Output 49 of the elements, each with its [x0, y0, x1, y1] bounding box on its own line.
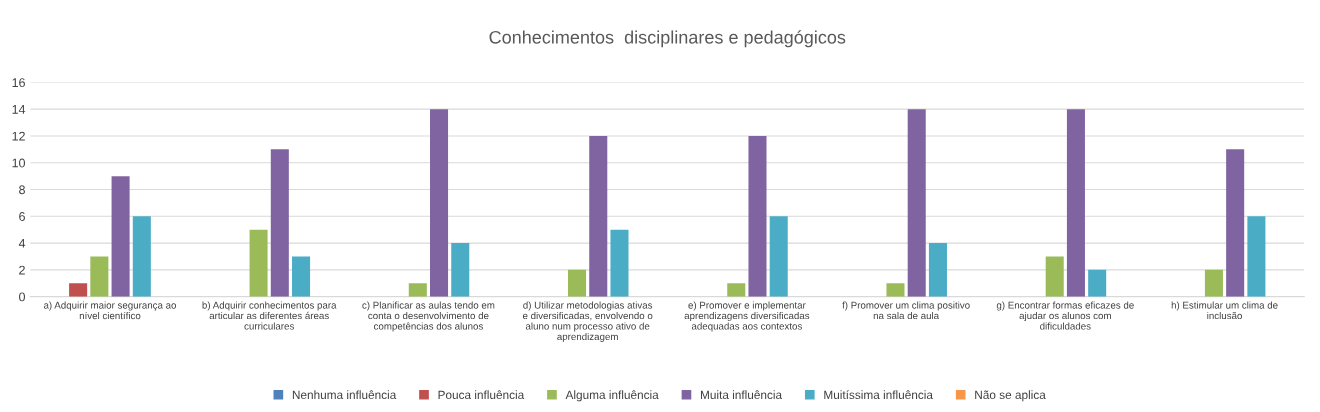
- bar: [69, 283, 88, 297]
- x-tick-label: e) Promover e implementar aprendizagens diversificadas adequadas aos contextos: [684, 301, 810, 332]
- y-tick-label: 16: [12, 78, 25, 88]
- y-tick-label: 8: [19, 185, 25, 195]
- bar: [111, 176, 130, 297]
- legend-label: Pouca influência: [438, 390, 525, 400]
- bar: [610, 229, 629, 297]
- bar: [430, 109, 449, 297]
- bar: [748, 135, 767, 297]
- x-tick-label: f) Promover um clima positivo na sala de aula: [842, 301, 970, 320]
- legend-label: Não se aplica: [975, 390, 1046, 402]
- x-tick-label: c) Planificar as aulas tendo em conta o desenvolvimento de competências dos alunos: [362, 301, 495, 332]
- bar: [270, 149, 289, 297]
- bar: [451, 243, 470, 297]
- bar: [769, 216, 788, 297]
- legend-label: Nenhuma influência: [292, 390, 397, 400]
- x-tick-label: g) Encontrar formas eficazes de ajudar os alunos com dificuldades: [996, 301, 1134, 330]
- y-tick-label: 6: [19, 212, 25, 221]
- bar: [727, 283, 746, 297]
- bar: [1204, 269, 1223, 297]
- bar: [1247, 216, 1266, 297]
- bar: [886, 283, 905, 297]
- y-tick-label: 10: [12, 158, 26, 168]
- bar: [568, 269, 587, 297]
- chart-title: Conhecimentos disciplinares e pedagógicos: [489, 30, 846, 48]
- x-tick-label: b) Adquirir conhecimentos para articular as diferentes áreas curriculares: [202, 301, 337, 330]
- y-tick-label: 4: [18, 239, 26, 248]
- x-tick-label: d) Utilizar metodologias ativas e diversificadas, envolvendo o aluno num processo ativo de aprendizagem: [522, 301, 653, 342]
- legend-label: Muitíssima influência: [824, 390, 933, 400]
- bar: [132, 216, 151, 297]
- y-tick-label: 12: [12, 131, 25, 141]
- bar: [589, 135, 608, 297]
- x-tick-label: a) Adquirir maior segurança ao nível científico: [43, 301, 177, 320]
- y-tick-label: 14: [12, 105, 26, 114]
- legend-label: Alguma influência: [565, 390, 659, 402]
- bar: [907, 109, 926, 297]
- bar: [1226, 149, 1245, 297]
- bar: [1066, 109, 1085, 297]
- bar: [1045, 256, 1064, 297]
- y-tick-label: 2: [19, 265, 25, 275]
- y-tick-label: 0: [19, 292, 26, 302]
- legend-label: Muita influência: [701, 390, 783, 400]
- x-tick-label: h) Estimular um clima de inclusão: [1171, 301, 1278, 320]
- bar: [249, 229, 268, 297]
- bar: [292, 256, 311, 297]
- bar: [1088, 269, 1107, 297]
- bar: [90, 256, 109, 297]
- bar: [408, 283, 427, 297]
- bar: [928, 243, 947, 297]
